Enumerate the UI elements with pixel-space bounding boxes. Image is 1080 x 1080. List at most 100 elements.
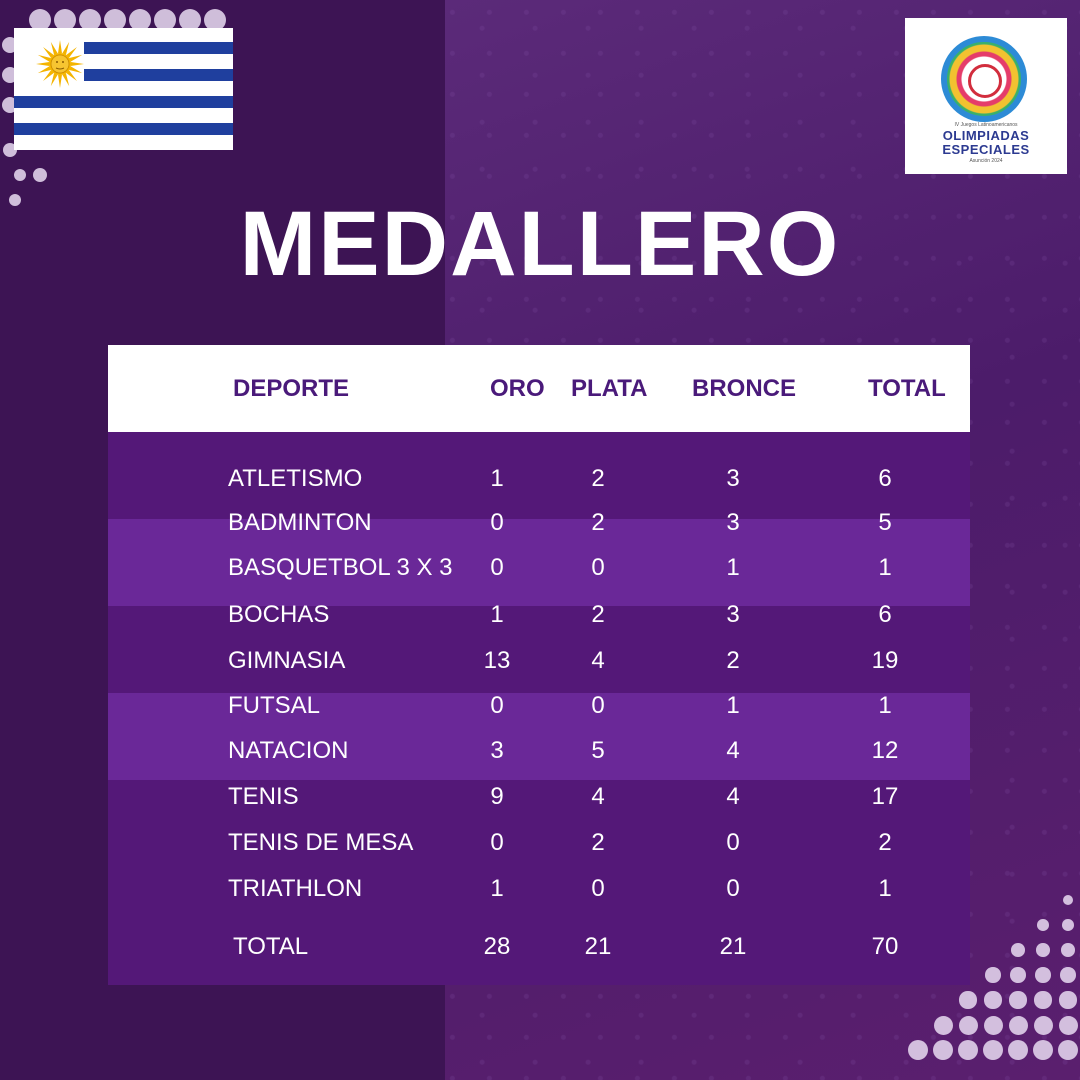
silver-count: 2: [591, 509, 605, 536]
decorative-dot: [983, 1015, 1003, 1035]
table-band: [108, 519, 970, 606]
total-count: 5: [878, 509, 892, 536]
decorative-dot: [154, 9, 176, 31]
uruguay-flag-icon: [14, 28, 233, 150]
total-bronze-count: 21: [719, 933, 747, 960]
decorative-dot: [1058, 1015, 1078, 1035]
total-count: 2: [878, 829, 892, 856]
decorative-dot: [1032, 1039, 1054, 1061]
silver-count: 2: [591, 465, 605, 492]
decorative-dot: [959, 991, 977, 1009]
decorative-dot: [33, 168, 47, 182]
table-band: [108, 432, 970, 519]
sport-name: TRIATHLON: [228, 875, 363, 902]
decorative-dot: [1063, 895, 1073, 905]
logo-location: Asunción 2024: [969, 158, 1003, 164]
header-total: TOTAL: [868, 375, 946, 402]
logo-figure-icon: [968, 64, 1002, 98]
sport-name: TENIS DE MESA: [228, 829, 414, 856]
decorative-dot: [1057, 1039, 1079, 1061]
decorative-dot: [1062, 919, 1074, 931]
sport-name: BOCHAS: [228, 601, 330, 628]
decorative-dot: [907, 1039, 929, 1061]
logo-title-line1: OLIMPIADAS: [942, 128, 1030, 143]
logo-title-line2: ESPECIALES: [942, 142, 1030, 157]
decorative-dot: [1061, 943, 1075, 957]
total-gold-count: 28: [483, 933, 511, 960]
decorative-dot: [1008, 1015, 1028, 1035]
table-header: DEPORTE ORO PLATA BRONCE TOTAL: [108, 345, 970, 432]
decorative-dot: [957, 1039, 979, 1061]
decorative-dot: [79, 9, 101, 31]
total-count: 6: [878, 465, 892, 492]
decorative-dot: [129, 9, 151, 31]
total-label: TOTAL: [233, 933, 309, 960]
decorative-dot: [204, 9, 226, 31]
bronze-count: 0: [726, 829, 740, 856]
total-count: 6: [878, 601, 892, 628]
sport-name: NATACION: [228, 737, 349, 764]
decorative-dot: [1034, 991, 1052, 1009]
silver-count: 2: [591, 601, 605, 628]
flag-stripe: [14, 96, 233, 108]
decorative-dot: [933, 1015, 953, 1035]
total-count: 1: [878, 692, 892, 719]
decorative-dot: [958, 1015, 978, 1035]
special-olympics-logo: IV Juegos Latinoamericanos OLIMPIADAS ES…: [905, 18, 1067, 174]
silver-count: 0: [591, 692, 605, 719]
sun-of-may-icon: [36, 40, 84, 88]
bronze-count: 0: [726, 875, 740, 902]
table-band: [108, 606, 970, 693]
total-total-count: 70: [871, 933, 899, 960]
header-silver: PLATA: [571, 375, 648, 402]
total-count: 12: [871, 737, 899, 764]
gold-count: 0: [490, 692, 504, 719]
decorative-dot: [1009, 991, 1027, 1009]
silver-count: 4: [591, 783, 605, 810]
gold-count: 1: [490, 465, 504, 492]
page-title: MEDALLERO: [239, 193, 841, 295]
bronze-count: 4: [726, 737, 740, 764]
decorative-dot: [1033, 1015, 1053, 1035]
bronze-count: 1: [726, 554, 740, 581]
total-count: 1: [878, 875, 892, 902]
decorative-dot: [1036, 943, 1050, 957]
logo-subtitle: IV Juegos Latinoamericanos: [954, 122, 1018, 128]
header-bronze: BRONCE: [692, 375, 797, 402]
silver-count: 0: [591, 875, 605, 902]
decorative-dot: [984, 991, 1002, 1009]
sport-name: FUTSAL: [228, 692, 321, 719]
bronze-count: 2: [726, 647, 740, 674]
gold-count: 1: [490, 601, 504, 628]
header-sport: DEPORTE: [233, 375, 350, 402]
decorative-dot: [1060, 967, 1076, 983]
silver-count: 2: [591, 829, 605, 856]
decorative-dot: [1059, 991, 1077, 1009]
table-band: [108, 693, 970, 780]
bronze-count: 1: [726, 692, 740, 719]
sport-name: GIMNASIA: [228, 647, 346, 674]
flag-stripe: [84, 69, 233, 81]
total-count: 19: [871, 647, 899, 674]
decorative-dot: [9, 194, 21, 206]
decorative-dot: [1011, 943, 1025, 957]
gold-count: 9: [490, 783, 504, 810]
header-gold: ORO: [490, 375, 545, 402]
bronze-count: 3: [726, 509, 740, 536]
total-silver-count: 21: [584, 933, 612, 960]
medal-table: DEPORTE ORO PLATA BRONCE TOTAL ATLETISMO…: [108, 345, 970, 985]
silver-count: 4: [591, 647, 605, 674]
flag-stripe: [84, 42, 233, 54]
decorative-dot: [54, 9, 76, 31]
decorative-dot: [982, 1039, 1004, 1061]
bronze-count: 3: [726, 601, 740, 628]
gold-count: 1: [490, 875, 504, 902]
sport-name: BADMINTON: [228, 509, 372, 536]
decorative-dot: [1010, 967, 1026, 983]
gold-count: 13: [483, 647, 511, 674]
decorative-dot: [1007, 1039, 1029, 1061]
silver-count: 0: [591, 554, 605, 581]
total-count: 17: [871, 783, 899, 810]
decorative-dot: [932, 1039, 954, 1061]
bronze-count: 3: [726, 465, 740, 492]
